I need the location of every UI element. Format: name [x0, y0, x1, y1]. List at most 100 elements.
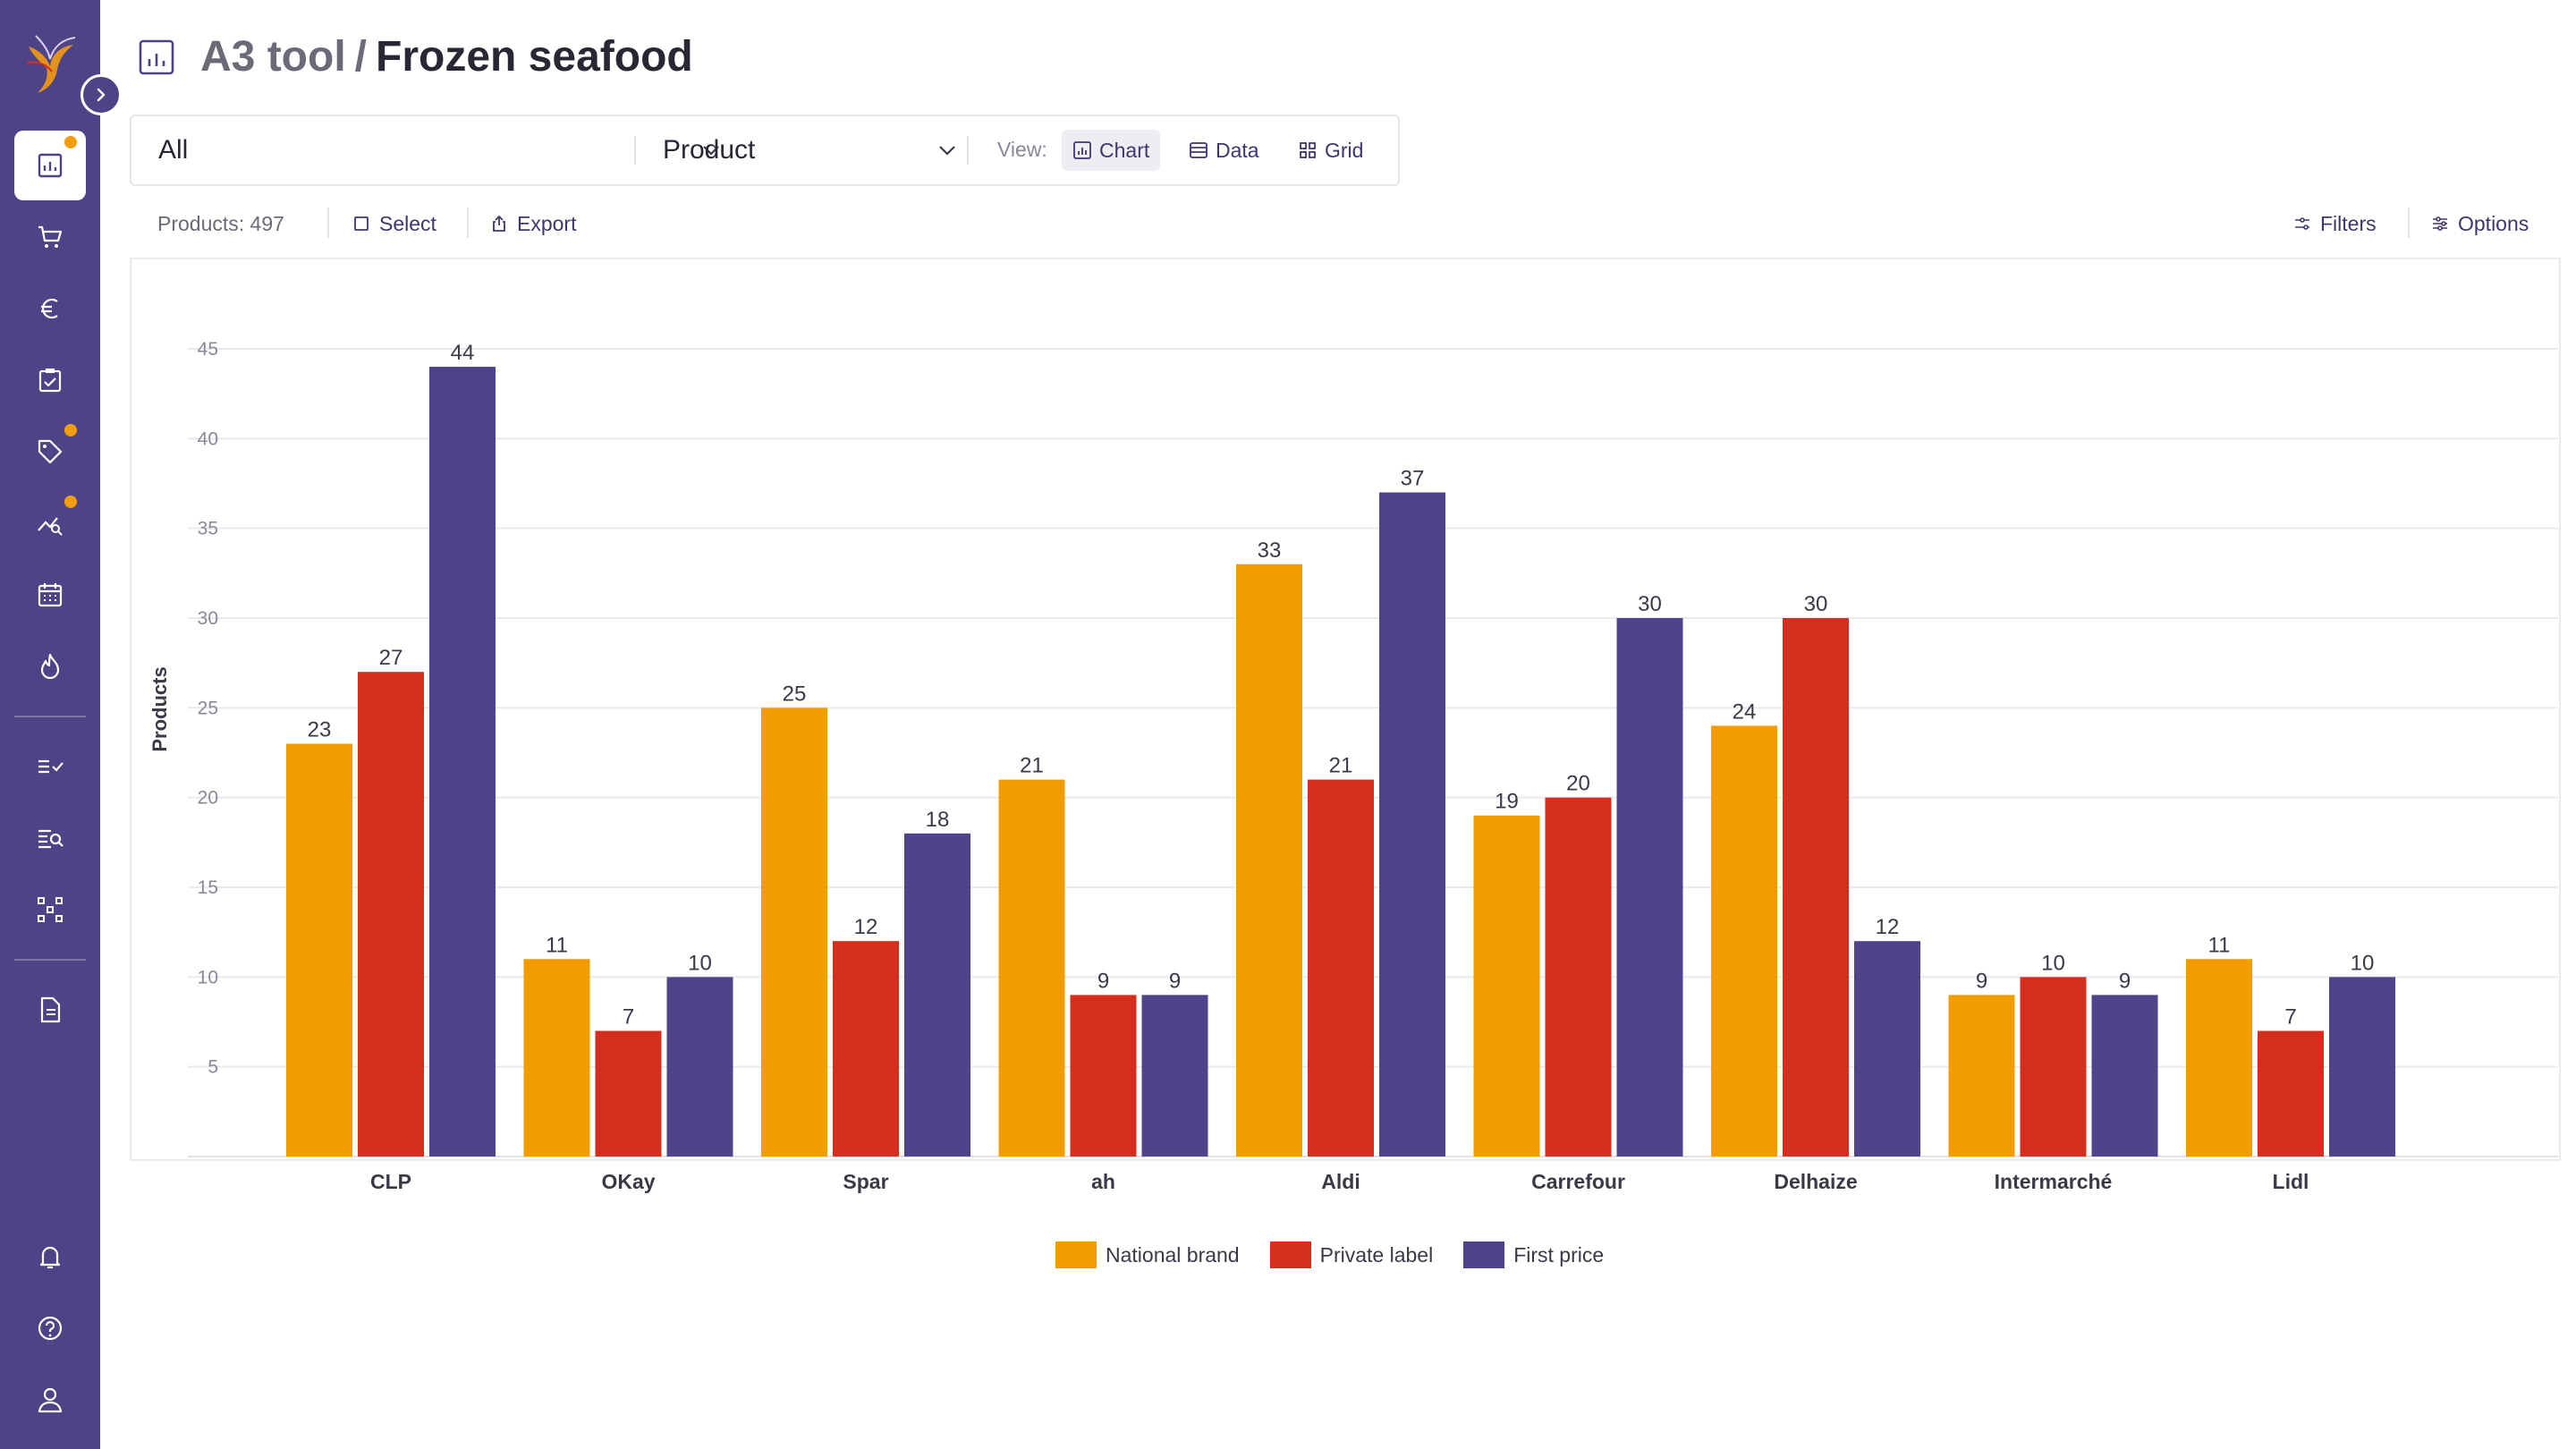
filters-button[interactable]: Filters	[2293, 208, 2377, 240]
data-label: 18	[926, 808, 950, 832]
data-label: 10	[2351, 951, 2375, 975]
data-label: 7	[2284, 1005, 2296, 1030]
notification-dot	[64, 424, 77, 436]
nav-item-cart[interactable]	[14, 202, 86, 272]
y-tick-label: 45	[198, 339, 218, 360]
filter-dropdown-value: All	[158, 135, 189, 165]
collapse-sidebar-button[interactable]	[80, 74, 122, 115]
x-tick-label: OKay	[601, 1170, 655, 1193]
options-button[interactable]: Options	[2431, 208, 2529, 240]
user-icon	[38, 1387, 63, 1413]
breadcrumb-parent[interactable]: A3 tool	[200, 33, 346, 80]
data-label: 7	[623, 1005, 634, 1030]
legend-label: Private label	[1319, 1242, 1434, 1267]
chart-icon	[1073, 141, 1091, 159]
y-tick-label: 25	[198, 698, 218, 718]
data-label: 10	[688, 951, 712, 975]
cart-icon	[38, 225, 63, 248]
filter-dropdown[interactable]: All	[158, 116, 722, 184]
nav-item-tags[interactable]	[14, 417, 86, 487]
nav-item-trends[interactable]	[14, 488, 86, 558]
nav-item-tasks[interactable]	[14, 732, 86, 801]
group-dropdown-value: Product	[663, 135, 756, 165]
bar	[1308, 779, 1374, 1157]
select-button[interactable]: Select	[352, 208, 436, 240]
group-dropdown[interactable]: Product	[663, 116, 958, 184]
nav-item-hot[interactable]	[14, 631, 86, 701]
data-label: 25	[783, 682, 807, 706]
export-label: Export	[517, 211, 577, 235]
legend-item-private-label[interactable]: Private label	[1269, 1241, 1434, 1268]
list-check-icon	[38, 759, 64, 774]
data-label: 9	[1976, 969, 1987, 993]
page-title: A3 tool / Frozen seafood	[200, 32, 693, 82]
chevron-down-icon	[703, 146, 719, 156]
nav-item-hierarchy[interactable]	[14, 875, 86, 945]
legend-item-first-price[interactable]: First price	[1463, 1241, 1604, 1268]
data-label: 44	[451, 341, 475, 365]
view-data-label: Data	[1216, 138, 1259, 162]
data-label: 9	[2119, 969, 2131, 993]
nav-item-account[interactable]	[14, 1365, 86, 1435]
bar	[1141, 995, 1208, 1157]
bar	[1236, 564, 1302, 1157]
bar	[1783, 618, 1849, 1157]
nav-item-calendar[interactable]	[14, 560, 86, 630]
view-grid-button[interactable]: Grid	[1287, 130, 1374, 171]
y-tick-label: 10	[198, 967, 218, 987]
sidebar-divider	[14, 716, 86, 717]
view-data-button[interactable]: Data	[1178, 130, 1270, 171]
nav-item-reports[interactable]	[14, 975, 86, 1045]
x-tick-label: Aldi	[1321, 1170, 1360, 1193]
data-label: 12	[1876, 915, 1900, 939]
legend-item-national-brand[interactable]: National brand	[1055, 1241, 1240, 1268]
bar	[1545, 797, 1612, 1157]
legend-label: National brand	[1106, 1242, 1240, 1267]
bell-icon	[39, 1246, 61, 1269]
nav-item-notifications[interactable]	[14, 1222, 86, 1292]
nav-item-search-list[interactable]	[14, 803, 86, 873]
clipboard-check-icon	[38, 369, 62, 393]
help-icon	[38, 1316, 63, 1341]
subbar-divider	[327, 208, 329, 238]
legend-label: First price	[1513, 1242, 1605, 1267]
bird-logo-icon	[26, 35, 76, 93]
y-tick-label: 40	[198, 428, 218, 449]
nav-item-checks[interactable]	[14, 345, 86, 415]
filters-label: Filters	[2320, 211, 2377, 235]
view-chart-button[interactable]: Chart	[1062, 130, 1161, 171]
bar	[666, 977, 733, 1157]
data-label: 20	[1566, 772, 1590, 796]
export-button[interactable]: Export	[490, 208, 576, 240]
data-label: 11	[2208, 933, 2231, 957]
chart-icon	[139, 39, 174, 75]
notification-dot	[64, 496, 77, 508]
nav-item-prices[interactable]	[14, 274, 86, 343]
breadcrumb-current: Frozen seafood	[376, 33, 693, 80]
nav-item-help[interactable]	[14, 1293, 86, 1363]
data-label: 27	[379, 646, 403, 670]
table-icon	[1190, 142, 1208, 158]
legend-swatch	[1055, 1241, 1097, 1268]
x-tick-label: Lidl	[2273, 1170, 2309, 1193]
data-label: 21	[1329, 754, 1353, 778]
grid-icon	[1300, 142, 1316, 158]
data-label: 37	[1401, 467, 1425, 491]
nav-item-charts[interactable]	[14, 131, 86, 200]
trend-search-icon	[38, 517, 63, 536]
subbar-divider	[467, 208, 469, 238]
bar	[595, 1030, 662, 1157]
bar	[2186, 959, 2252, 1157]
euro-icon	[41, 298, 58, 319]
tag-icon	[38, 439, 63, 464]
x-tick-label: Intermarché	[1995, 1170, 2113, 1193]
x-tick-label: Delhaize	[1774, 1170, 1857, 1193]
bar	[1070, 995, 1137, 1157]
bar	[358, 672, 424, 1157]
data-label: 33	[1258, 538, 1282, 563]
bar	[429, 367, 496, 1157]
bar	[523, 959, 590, 1157]
data-label: 11	[546, 933, 568, 957]
bar	[1711, 725, 1777, 1157]
